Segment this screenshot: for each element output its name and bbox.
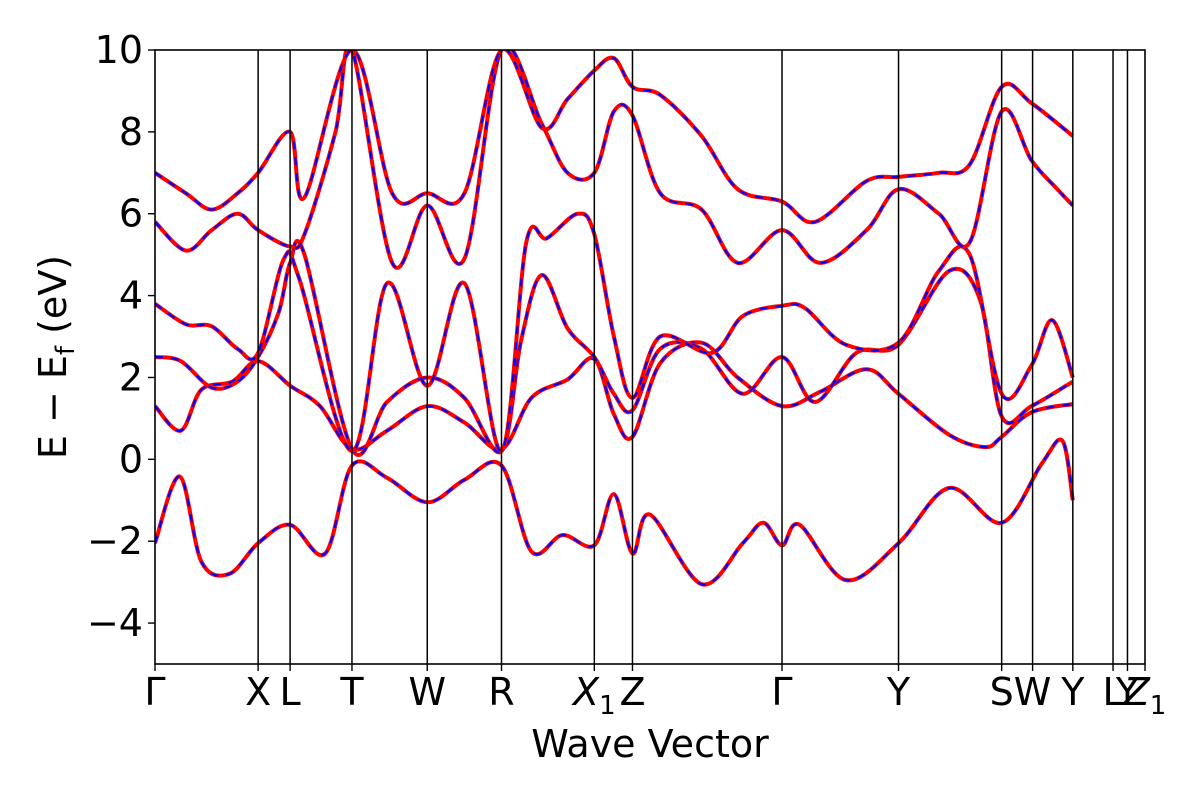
x-tick-label: Γ xyxy=(144,670,165,714)
y-tick-label: 0 xyxy=(119,437,143,481)
high-symmetry-lines xyxy=(257,50,1129,664)
x-tick-label-subscript: 1 xyxy=(1150,691,1167,721)
y-tick-label: −4 xyxy=(87,601,143,645)
x-tick-label-main: Γ xyxy=(771,670,792,714)
x-tick-label: Z xyxy=(619,670,645,714)
x-axis-title: Wave Vector xyxy=(531,722,769,766)
x-tick-label: X xyxy=(245,670,271,714)
x-tick-label-main: Z xyxy=(1123,670,1151,714)
x-tick-label-main: W xyxy=(1014,670,1052,714)
x-tick-label: Y xyxy=(1060,670,1085,714)
x-tick-label: Y xyxy=(886,670,911,714)
x-tick-label-main: X xyxy=(571,670,600,714)
x-tick-label-main: T xyxy=(339,670,364,714)
x-tick-label-main: Z xyxy=(619,670,645,714)
band-line-4 xyxy=(155,50,1075,270)
x-tick-label-main: X xyxy=(245,670,271,714)
x-tick-label: S xyxy=(990,670,1014,714)
x-tick-label-main: Y xyxy=(1115,670,1140,714)
x-tick-label-subscript: 1 xyxy=(599,691,616,721)
band-lines xyxy=(155,50,1075,587)
y-tick-label: 2 xyxy=(119,355,143,399)
band-line-overlay-4 xyxy=(155,50,1074,269)
x-tick-label-main: S xyxy=(990,670,1014,714)
band-line-0 xyxy=(155,437,1075,587)
y-tick-label: 6 xyxy=(119,192,143,236)
x-tick-label: T xyxy=(339,670,364,714)
x-tick-label-main: Γ xyxy=(144,670,165,714)
x-tick-label-main: R xyxy=(488,670,514,714)
x-tick-label: W xyxy=(408,670,446,714)
x-tick-label-main: W xyxy=(408,670,446,714)
x-tick-label: L xyxy=(1102,670,1123,714)
x-tick-label-main: L xyxy=(280,670,301,714)
y-tick-label: −2 xyxy=(87,519,143,563)
y-tick-label: 8 xyxy=(119,110,143,154)
x-tick-label: W xyxy=(1014,670,1052,714)
y-axis-title-main: E − E xyxy=(31,355,75,459)
x-tick-label-main: Y xyxy=(1060,670,1085,714)
y-tick-label: 4 xyxy=(119,274,143,318)
x-tick-label: R xyxy=(488,670,514,714)
plot-frame xyxy=(154,49,1146,665)
x-tick-label-main: L xyxy=(1102,670,1123,714)
x-tick-label: Γ xyxy=(771,670,792,714)
band-line-overlay-0 xyxy=(155,438,1074,586)
x-tick-label: Y xyxy=(1115,670,1140,714)
y-axis-ticks: −4 −2 0 2 4 6 8 10 xyxy=(87,28,155,645)
band-line-5 xyxy=(155,50,1075,225)
x-tick-label: X1 xyxy=(571,670,616,721)
x-tick-label: L xyxy=(280,670,301,714)
y-tick-label: 10 xyxy=(95,28,143,72)
x-tick-label-main: Y xyxy=(886,670,911,714)
band-line-overlay-3 xyxy=(155,212,1074,453)
x-tick-label: Z1 xyxy=(1123,670,1167,721)
y-axis-title-unit: (eV) xyxy=(31,255,75,346)
y-axis-title-subscript: f xyxy=(51,345,81,355)
y-axis-title: E − Ef (eV) xyxy=(31,255,81,459)
